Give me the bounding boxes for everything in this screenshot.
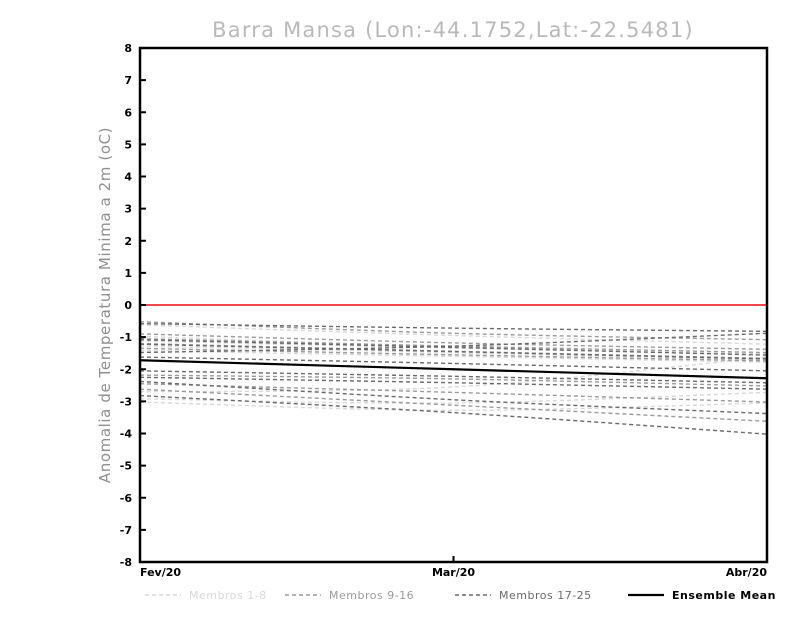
y-tick-label: 3 bbox=[124, 203, 132, 216]
y-tick-label: -4 bbox=[120, 428, 133, 441]
x-tick-label: Mar/20 bbox=[432, 566, 475, 579]
y-tick-label: 7 bbox=[124, 74, 132, 87]
legend-item: Membros 17-25 bbox=[455, 589, 592, 602]
y-tick-label: 6 bbox=[124, 106, 132, 119]
legend-label: Membros 1-8 bbox=[189, 589, 267, 602]
y-tick-label: -5 bbox=[120, 460, 132, 473]
y-tick-label: 2 bbox=[124, 235, 132, 248]
y-tick-label: -1 bbox=[120, 331, 132, 344]
ensemble-mean-line bbox=[139, 359, 768, 380]
y-tick-label: 8 bbox=[124, 42, 132, 55]
y-tick-label: -8 bbox=[120, 556, 132, 569]
y-tick-label: 4 bbox=[124, 171, 132, 184]
y-axis-title: Anomalia de Temperatura Minima a 2m (oC) bbox=[96, 127, 114, 483]
y-tick-label: 0 bbox=[124, 299, 132, 312]
legend-label: Membros 17-25 bbox=[499, 589, 592, 602]
plot-area bbox=[139, 304, 768, 435]
y-tick-label: -7 bbox=[120, 524, 132, 537]
legend-label: Membros 9-16 bbox=[329, 589, 414, 602]
y-tick-label: -6 bbox=[120, 492, 133, 505]
y-tick-label: 5 bbox=[124, 138, 132, 151]
x-tick-label: Fev/20 bbox=[140, 566, 181, 579]
legend-item: Membros 1-8 bbox=[145, 589, 267, 602]
chart-title: Barra Mansa (Lon:-44.1752,Lat:-22.5481) bbox=[212, 18, 694, 42]
plot-frame bbox=[138, 46, 769, 564]
legend-item: Membros 9-16 bbox=[285, 589, 414, 602]
y-axis: 8 7 6 5 4 3 2 1 0 -1 -2 -3 -4 -5 -6 -7 -8 bbox=[120, 42, 146, 569]
legend-label: Ensemble Mean bbox=[672, 589, 776, 602]
x-tick-label: Abr/20 bbox=[726, 566, 767, 579]
legend-item: Ensemble Mean bbox=[628, 589, 776, 602]
y-tick-label: 1 bbox=[124, 267, 132, 280]
y-tick-label: -2 bbox=[120, 363, 132, 376]
chart-legend: Membros 1-8 Membros 9-16 Membros 17-25 Ense… bbox=[145, 589, 776, 602]
y-tick-label: -3 bbox=[120, 395, 132, 408]
